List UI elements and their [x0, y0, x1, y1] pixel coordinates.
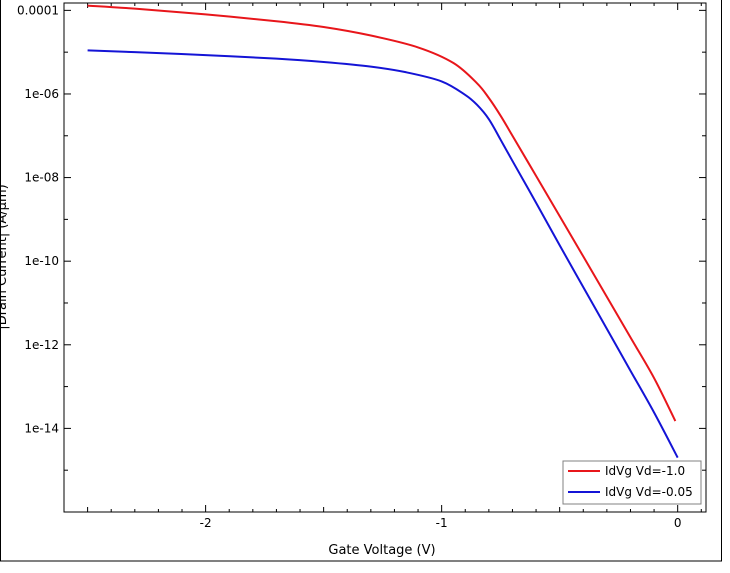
y-tick-label: 1e-14 — [24, 421, 59, 435]
y-tick-label: 1e-10 — [24, 254, 59, 268]
x-axis-title: Gate Voltage (V) — [328, 543, 435, 558]
y-axis: 0.0001 1e-06 1e-08 1e-10 1e-12 1e-14 — [17, 3, 706, 513]
legend: IdVg Vd=-1.0 IdVg Vd=-0.05 — [562, 460, 702, 505]
legend-label-vd-0-05: IdVg Vd=-0.05 — [605, 485, 693, 499]
y-tick-label: 1e-06 — [24, 87, 59, 101]
y-tick-label: 0.0001 — [17, 3, 59, 17]
y-tick-label: 1e-12 — [24, 338, 59, 352]
outer-border — [0, 0, 722, 562]
x-tick-label: -1 — [436, 516, 448, 530]
y-tick-label: 1e-08 — [24, 171, 59, 185]
x-axis: -2 -1 0 — [63, 3, 702, 530]
series-layer — [87, 4, 679, 459]
series-line-0 — [87, 4, 677, 422]
x-tick-label: -2 — [200, 516, 212, 530]
legend-label-vd-1-0: IdVg Vd=-1.0 — [605, 464, 685, 478]
legend-box — [562, 460, 702, 505]
plot-frame — [63, 2, 707, 513]
series-line-1 — [87, 49, 679, 459]
y-axis-title: |Drain Current| (A/µm) — [0, 184, 10, 329]
x-tick-label: 0 — [674, 516, 682, 530]
